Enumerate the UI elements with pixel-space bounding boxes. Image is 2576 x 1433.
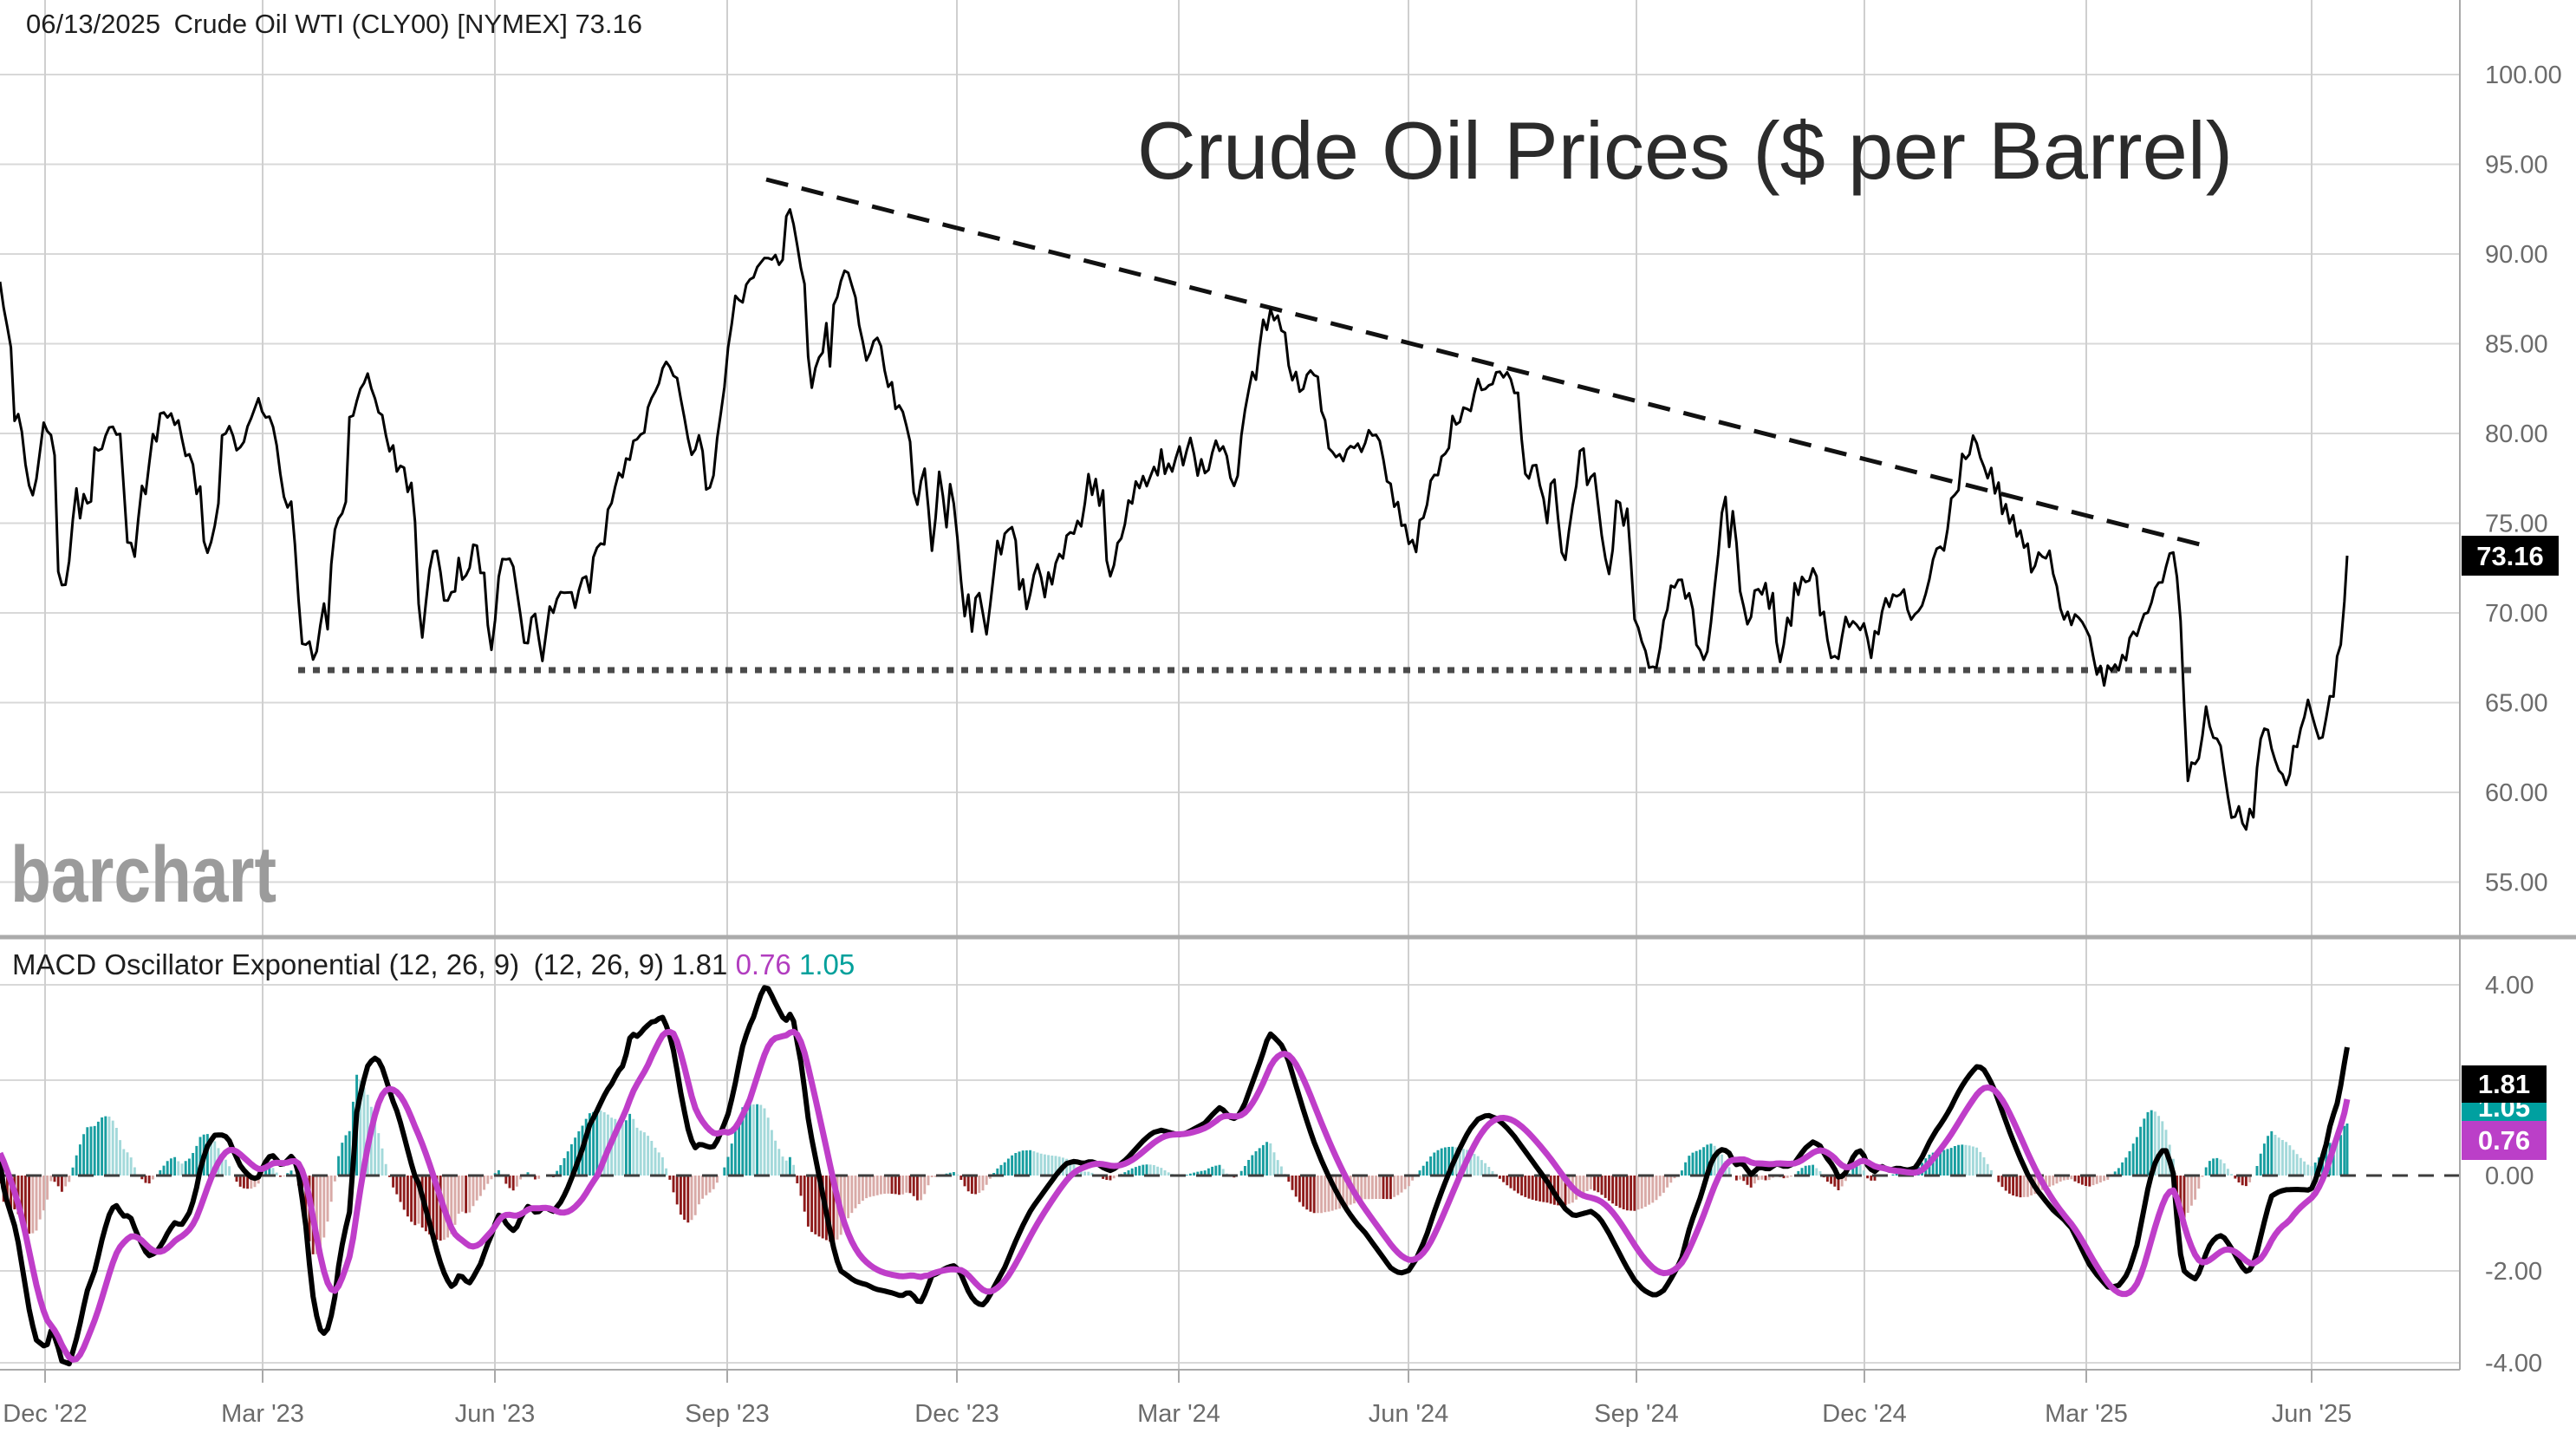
svg-text:60.00: 60.00 bbox=[2485, 779, 2548, 807]
svg-text:Dec '23: Dec '23 bbox=[914, 1400, 999, 1428]
svg-text:55.00: 55.00 bbox=[2485, 870, 2548, 897]
svg-text:95.00: 95.00 bbox=[2485, 152, 2548, 179]
svg-text:100.00: 100.00 bbox=[2485, 62, 2562, 89]
svg-text:Jun '23: Jun '23 bbox=[455, 1400, 536, 1428]
svg-text:90.00: 90.00 bbox=[2485, 241, 2548, 269]
svg-text:85.00: 85.00 bbox=[2485, 331, 2548, 359]
svg-text:Jun '25: Jun '25 bbox=[2272, 1400, 2352, 1428]
svg-text:Mar '23: Mar '23 bbox=[221, 1400, 304, 1428]
svg-text:barchart: barchart bbox=[10, 830, 276, 919]
svg-text:MACD Oscillator Exponential (1: MACD Oscillator Exponential (12, 26, 9) … bbox=[12, 948, 855, 980]
svg-text:80.00: 80.00 bbox=[2485, 420, 2548, 448]
svg-text:70.00: 70.00 bbox=[2485, 600, 2548, 628]
svg-text:4.00: 4.00 bbox=[2485, 972, 2534, 1000]
svg-text:Sep '24: Sep '24 bbox=[1594, 1400, 1678, 1428]
svg-text:Sep '23: Sep '23 bbox=[685, 1400, 769, 1428]
svg-text:Jun '24: Jun '24 bbox=[1369, 1400, 1449, 1428]
svg-text:Mar '25: Mar '25 bbox=[2045, 1400, 2128, 1428]
svg-text:-2.00: -2.00 bbox=[2485, 1258, 2542, 1286]
svg-text:65.00: 65.00 bbox=[2485, 690, 2548, 718]
svg-text:Dec '24: Dec '24 bbox=[1822, 1400, 1906, 1428]
svg-text:1.81: 1.81 bbox=[2478, 1069, 2530, 1099]
svg-text:Crude Oil Prices ($ per Barrel: Crude Oil Prices ($ per Barrel) bbox=[1137, 105, 2233, 196]
svg-text:-4.00: -4.00 bbox=[2485, 1350, 2542, 1378]
svg-text:06/13/2025 Crude Oil WTI (CLY0: 06/13/2025 Crude Oil WTI (CLY00) [NYMEX]… bbox=[26, 9, 642, 39]
svg-text:73.16: 73.16 bbox=[2476, 541, 2544, 571]
svg-text:0.00: 0.00 bbox=[2485, 1163, 2534, 1190]
svg-text:0.76: 0.76 bbox=[2478, 1125, 2530, 1156]
svg-text:75.00: 75.00 bbox=[2485, 511, 2548, 538]
svg-text:Dec '22: Dec '22 bbox=[3, 1400, 87, 1428]
svg-text:Mar '24: Mar '24 bbox=[1137, 1400, 1220, 1428]
